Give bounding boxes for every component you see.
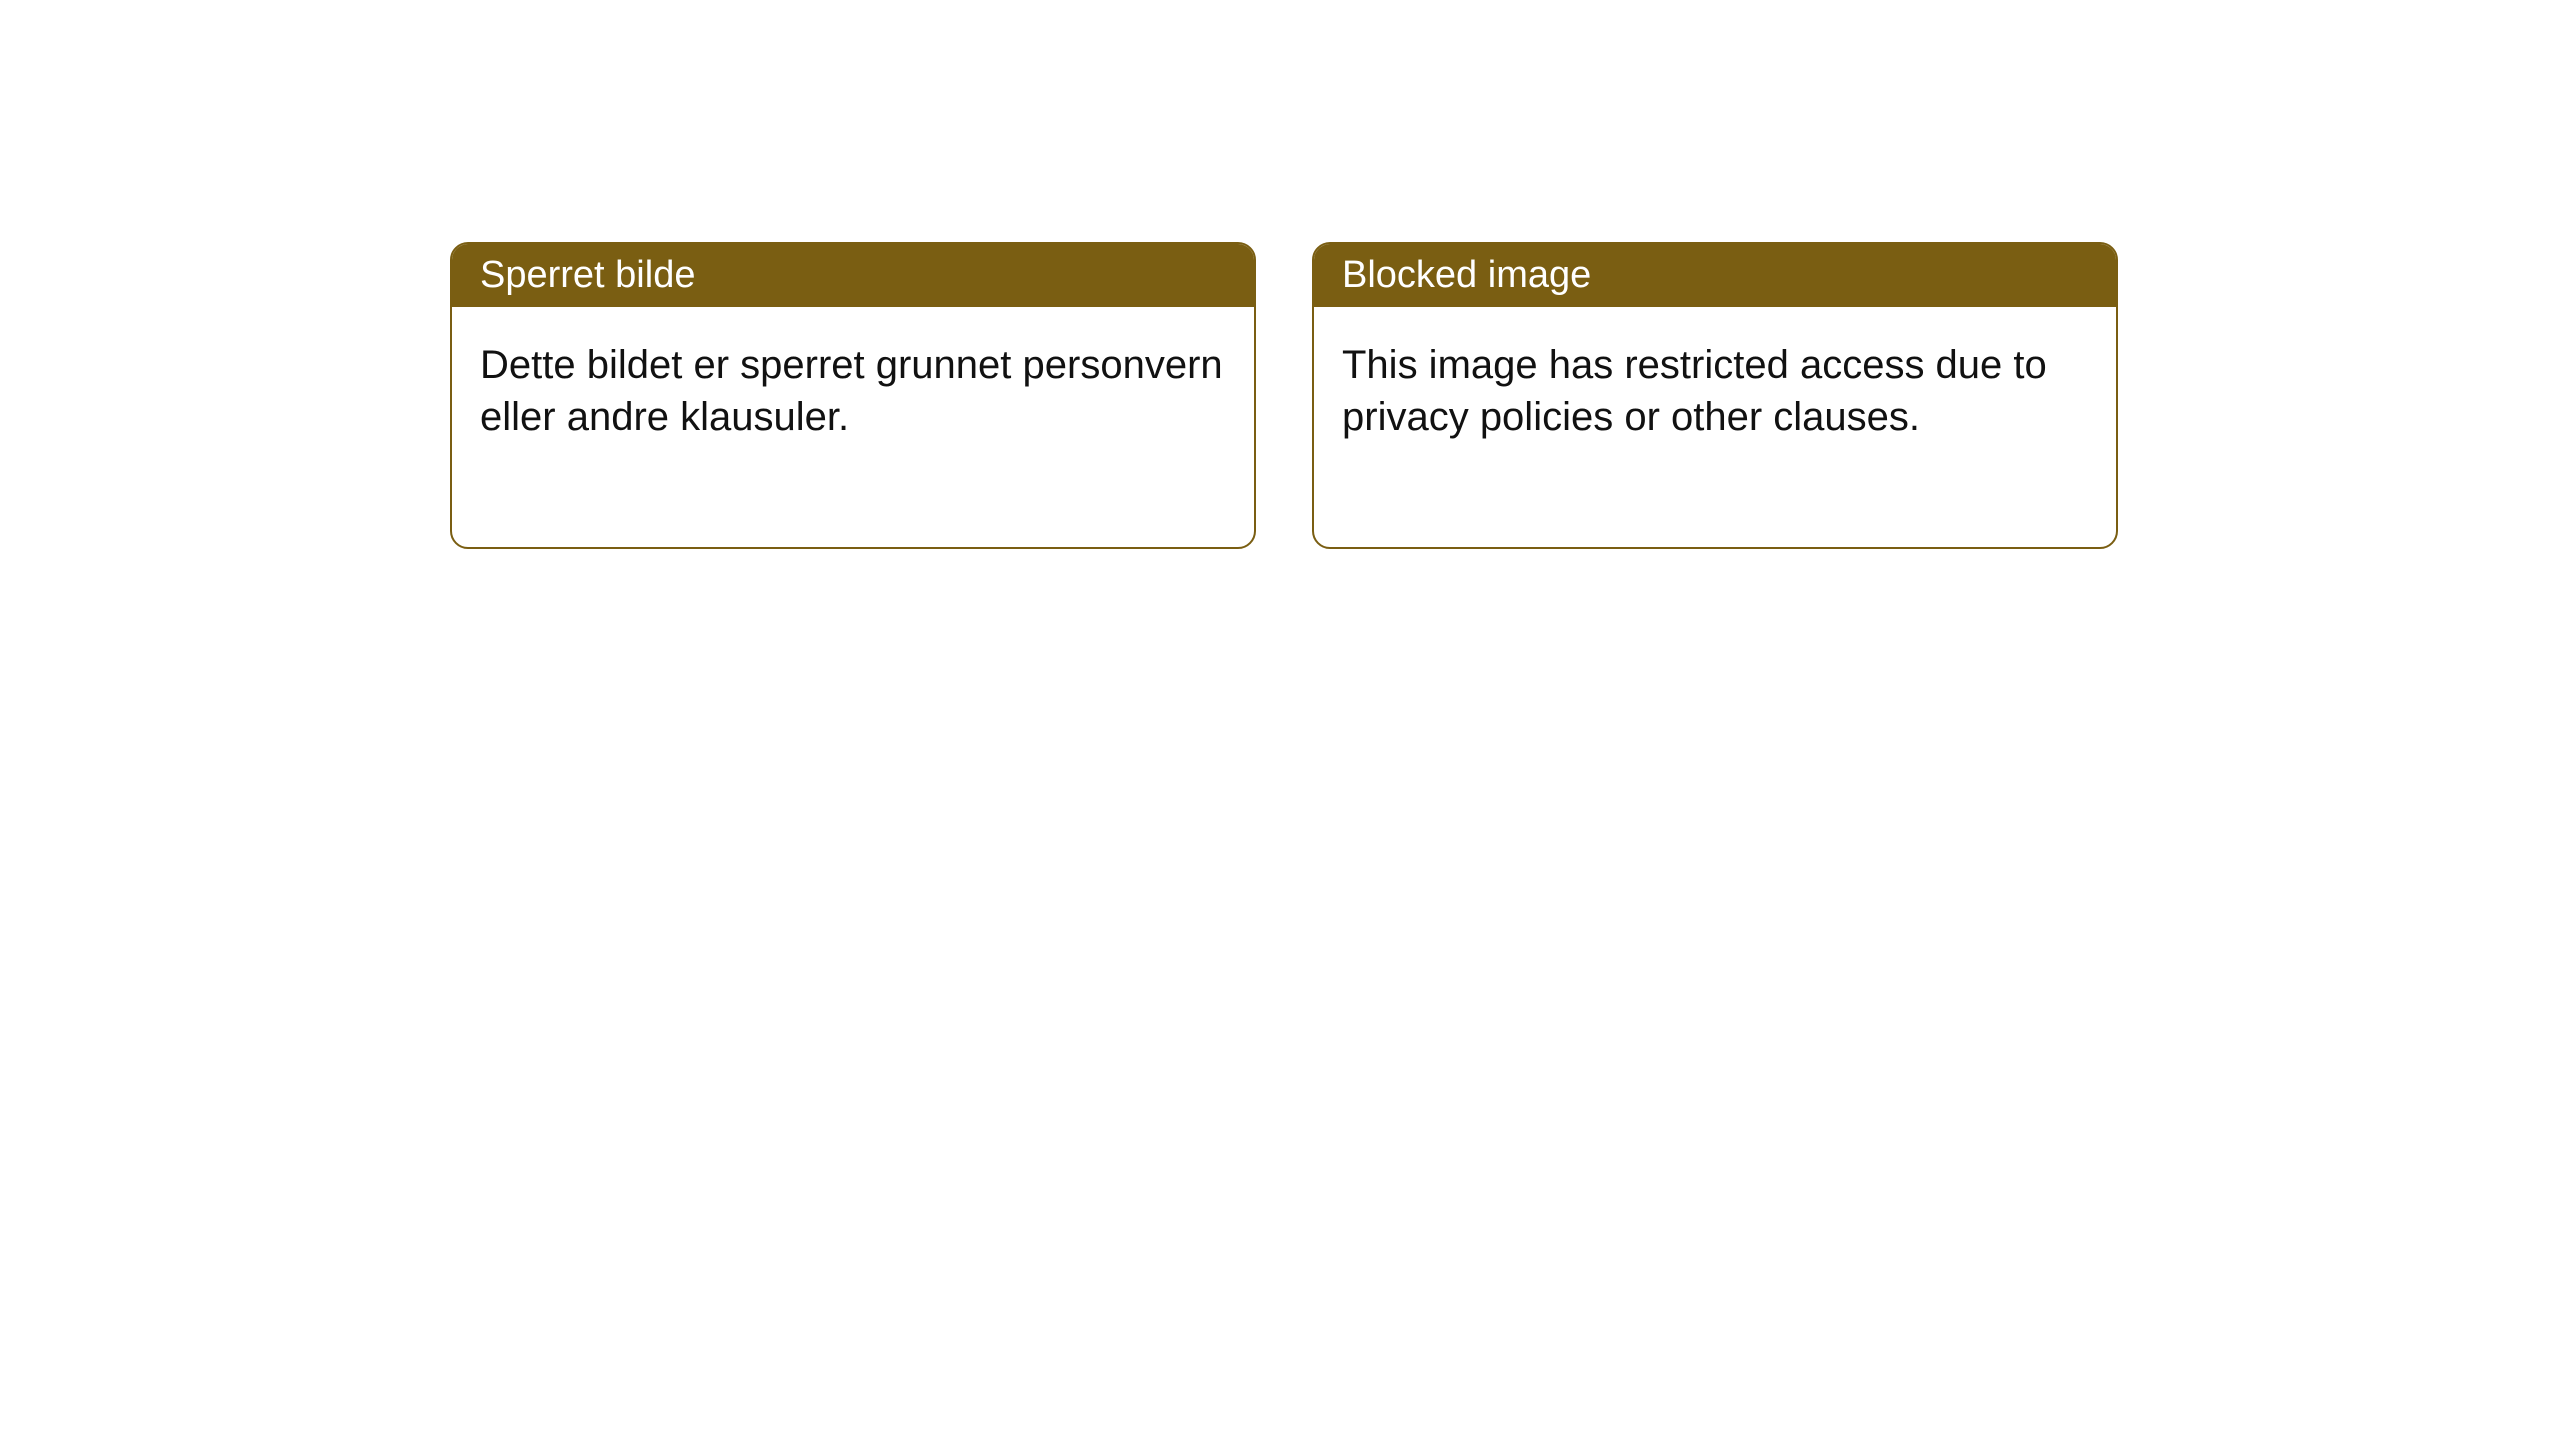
card-header: Blocked image (1314, 244, 2116, 307)
card-title: Blocked image (1342, 254, 1591, 296)
card-title: Sperret bilde (480, 254, 695, 296)
notice-card-english: Blocked image This image has restricted … (1312, 242, 2118, 549)
card-header: Sperret bilde (452, 244, 1254, 307)
card-body-text: This image has restricted access due to … (1342, 343, 2047, 439)
card-body-text: Dette bildet er sperret grunnet personve… (480, 343, 1223, 439)
notice-container: Sperret bilde Dette bildet er sperret gr… (0, 0, 2560, 549)
notice-card-norwegian: Sperret bilde Dette bildet er sperret gr… (450, 242, 1256, 549)
card-body: Dette bildet er sperret grunnet personve… (452, 307, 1254, 547)
card-body: This image has restricted access due to … (1314, 307, 2116, 547)
